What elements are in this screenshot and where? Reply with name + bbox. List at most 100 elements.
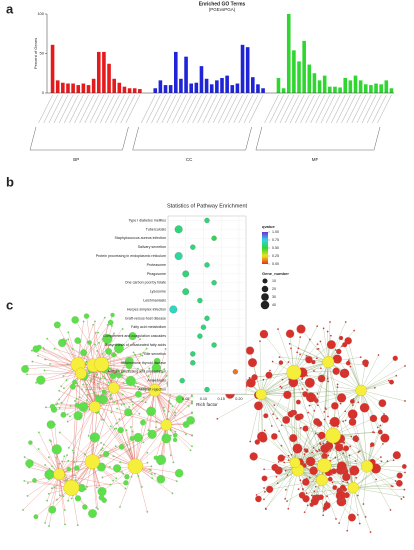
edge xyxy=(44,370,81,374)
node xyxy=(313,409,316,412)
hub-node xyxy=(148,383,162,397)
y-tick-label: Autoimmune thyroid disease xyxy=(121,361,166,365)
node xyxy=(115,477,118,480)
node xyxy=(323,418,326,421)
node xyxy=(334,349,337,351)
node xyxy=(353,470,356,472)
node xyxy=(139,338,141,341)
edge xyxy=(59,442,102,475)
node xyxy=(315,420,323,427)
node xyxy=(127,359,130,362)
edge xyxy=(59,474,66,525)
node xyxy=(404,471,406,474)
node xyxy=(271,360,274,363)
node xyxy=(358,450,361,453)
edge xyxy=(80,373,122,405)
node xyxy=(84,379,87,381)
node xyxy=(125,360,128,362)
node xyxy=(85,360,88,363)
node xyxy=(249,440,252,443)
node xyxy=(189,449,192,452)
node xyxy=(331,481,334,484)
node xyxy=(273,404,276,407)
node xyxy=(344,321,347,323)
node xyxy=(26,482,29,484)
node xyxy=(123,480,129,486)
node xyxy=(404,365,406,367)
node xyxy=(144,387,146,389)
node xyxy=(63,387,65,390)
edge xyxy=(366,466,391,510)
node xyxy=(46,337,49,340)
node xyxy=(32,478,37,483)
edge xyxy=(324,455,368,467)
node xyxy=(330,473,333,476)
node xyxy=(37,431,40,434)
bar xyxy=(194,82,199,93)
category-tick xyxy=(223,94,238,124)
node xyxy=(314,432,317,435)
bar xyxy=(230,85,235,93)
node xyxy=(66,363,69,366)
node xyxy=(167,410,170,413)
hub-node xyxy=(255,388,267,400)
edge xyxy=(38,432,60,475)
node xyxy=(79,416,81,419)
edge xyxy=(80,373,155,391)
bar xyxy=(204,78,209,93)
node xyxy=(320,367,322,370)
node xyxy=(344,337,352,345)
node xyxy=(396,472,403,479)
bar xyxy=(235,83,240,93)
node xyxy=(295,450,297,452)
edge xyxy=(332,384,338,436)
node xyxy=(391,485,394,488)
hub-node xyxy=(108,382,120,394)
bar xyxy=(358,80,363,93)
edge xyxy=(71,390,155,488)
legend-point xyxy=(261,293,269,301)
edge xyxy=(321,479,337,519)
node xyxy=(111,325,113,327)
edge xyxy=(293,326,318,373)
node xyxy=(342,480,344,483)
node xyxy=(290,453,293,456)
node xyxy=(246,378,256,388)
node xyxy=(129,414,132,416)
bar xyxy=(199,66,204,93)
node xyxy=(124,474,130,480)
hub-node xyxy=(322,356,335,369)
node xyxy=(338,496,341,499)
node xyxy=(373,431,375,434)
node xyxy=(132,342,135,344)
x-tick-label: 0.15 xyxy=(217,397,224,401)
node xyxy=(107,381,110,384)
edge xyxy=(265,469,299,509)
legend-tick-label: 0.00 xyxy=(272,262,279,266)
edge xyxy=(44,474,60,523)
node xyxy=(65,479,67,482)
node xyxy=(329,422,331,425)
node xyxy=(102,375,104,378)
node xyxy=(53,486,56,489)
edge xyxy=(115,355,155,391)
node xyxy=(117,348,120,351)
edge xyxy=(324,362,329,412)
node xyxy=(92,437,95,439)
category-tick xyxy=(105,94,120,124)
node xyxy=(322,442,325,445)
edge xyxy=(94,406,167,426)
node xyxy=(309,466,318,475)
node xyxy=(289,383,292,386)
node xyxy=(357,451,360,453)
node xyxy=(175,395,184,404)
node xyxy=(259,340,261,343)
node xyxy=(94,394,96,397)
node xyxy=(85,388,88,391)
edge xyxy=(71,364,79,488)
node xyxy=(62,338,65,340)
node xyxy=(70,497,73,500)
node xyxy=(120,403,123,406)
node xyxy=(346,529,349,532)
node xyxy=(344,419,347,422)
